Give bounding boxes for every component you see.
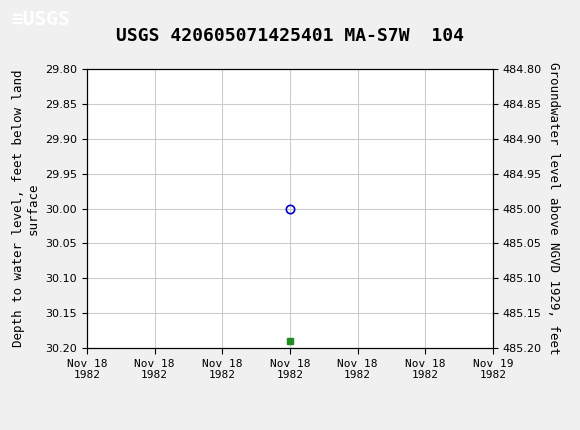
Y-axis label: Depth to water level, feet below land
surface: Depth to water level, feet below land su…: [12, 70, 39, 347]
Text: USGS 420605071425401 MA-S7W  104: USGS 420605071425401 MA-S7W 104: [116, 27, 464, 45]
Y-axis label: Groundwater level above NGVD 1929, feet: Groundwater level above NGVD 1929, feet: [548, 62, 560, 355]
Text: ≡USGS: ≡USGS: [12, 10, 70, 29]
